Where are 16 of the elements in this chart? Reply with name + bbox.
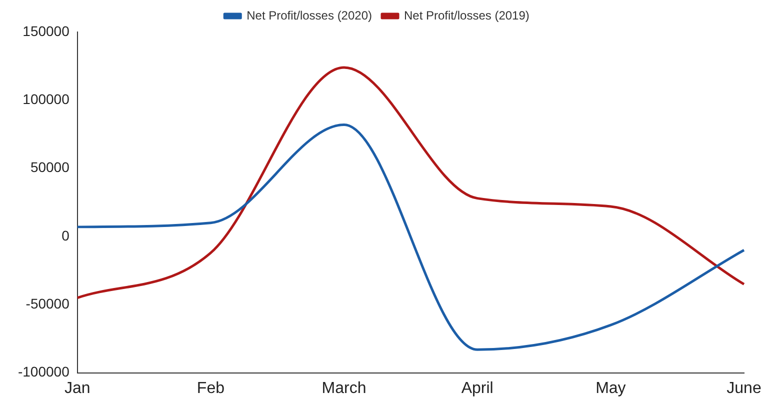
legend-label: Net Profit/losses (2020) [246,8,372,22]
x-tick-label: Feb [196,380,225,397]
x-tick-label: March [322,380,366,397]
y-tick-label: 100000 [22,91,70,108]
y-tick-label: 0 [62,227,70,244]
x-tick-label: April [461,380,494,397]
y-tick-label: 50000 [30,159,70,176]
y-tick-label: 150000 [22,22,70,39]
legend-label: Net Profit/losses (2019) [404,8,530,22]
x-tick-label: June [726,380,762,397]
x-tick-label: Jan [64,380,90,397]
line-series [76,123,746,351]
x-tick-label: May [596,380,626,397]
y-tick-label: -50000 [26,296,70,312]
line-series [76,66,746,300]
y-tick-label: -100000 [18,364,70,380]
